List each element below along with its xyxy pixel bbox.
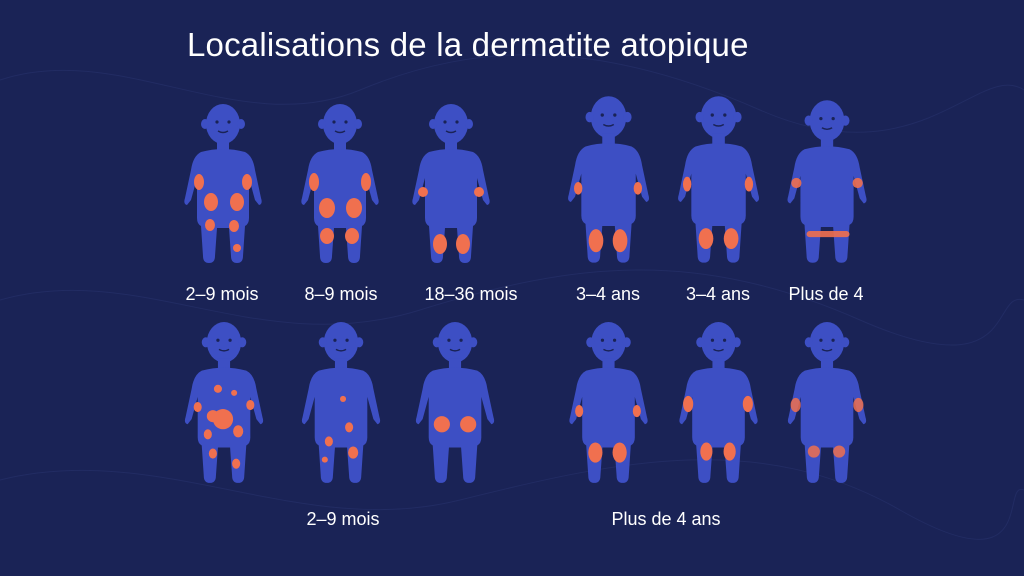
child-figure-9 bbox=[408, 318, 500, 490]
child-figure-3 bbox=[405, 100, 495, 270]
child-body-icon bbox=[183, 103, 263, 264]
child-body-icon bbox=[184, 321, 264, 484]
age-caption: 8–9 mois bbox=[304, 284, 378, 304]
child-figure-6 bbox=[780, 96, 872, 270]
child-figure-11 bbox=[670, 318, 765, 490]
child-body-icon bbox=[786, 99, 868, 264]
child-body-icon bbox=[787, 321, 867, 484]
child-figure-1 bbox=[177, 100, 267, 270]
child-figure-10 bbox=[560, 318, 655, 490]
child-figure-5 bbox=[670, 92, 765, 270]
child-figure-7 bbox=[177, 318, 269, 490]
child-figure-12 bbox=[780, 318, 872, 490]
child-figure-4 bbox=[560, 92, 655, 270]
page-title: Localisations de la dermatite atopique bbox=[187, 26, 749, 63]
age-caption: Plus de 4 ans bbox=[611, 509, 721, 529]
child-body-icon bbox=[677, 95, 760, 264]
age-caption: 3–4 ans bbox=[685, 284, 751, 304]
child-figure-8 bbox=[294, 318, 386, 490]
age-caption: 18–36 mois bbox=[424, 284, 518, 304]
age-caption: 2–9 mois bbox=[185, 284, 259, 304]
child-body-icon bbox=[301, 321, 381, 484]
child-body-icon bbox=[415, 321, 495, 484]
child-body-icon bbox=[300, 103, 380, 264]
age-caption: 2–9 mois bbox=[306, 509, 380, 529]
child-figure-2 bbox=[294, 100, 384, 270]
age-caption: Plus de 4 bbox=[788, 284, 864, 304]
child-body-icon bbox=[568, 321, 649, 484]
child-body-icon bbox=[567, 95, 650, 264]
age-caption: 3–4 ans bbox=[575, 284, 641, 304]
child-body-icon bbox=[678, 321, 759, 484]
child-body-icon bbox=[411, 103, 491, 264]
